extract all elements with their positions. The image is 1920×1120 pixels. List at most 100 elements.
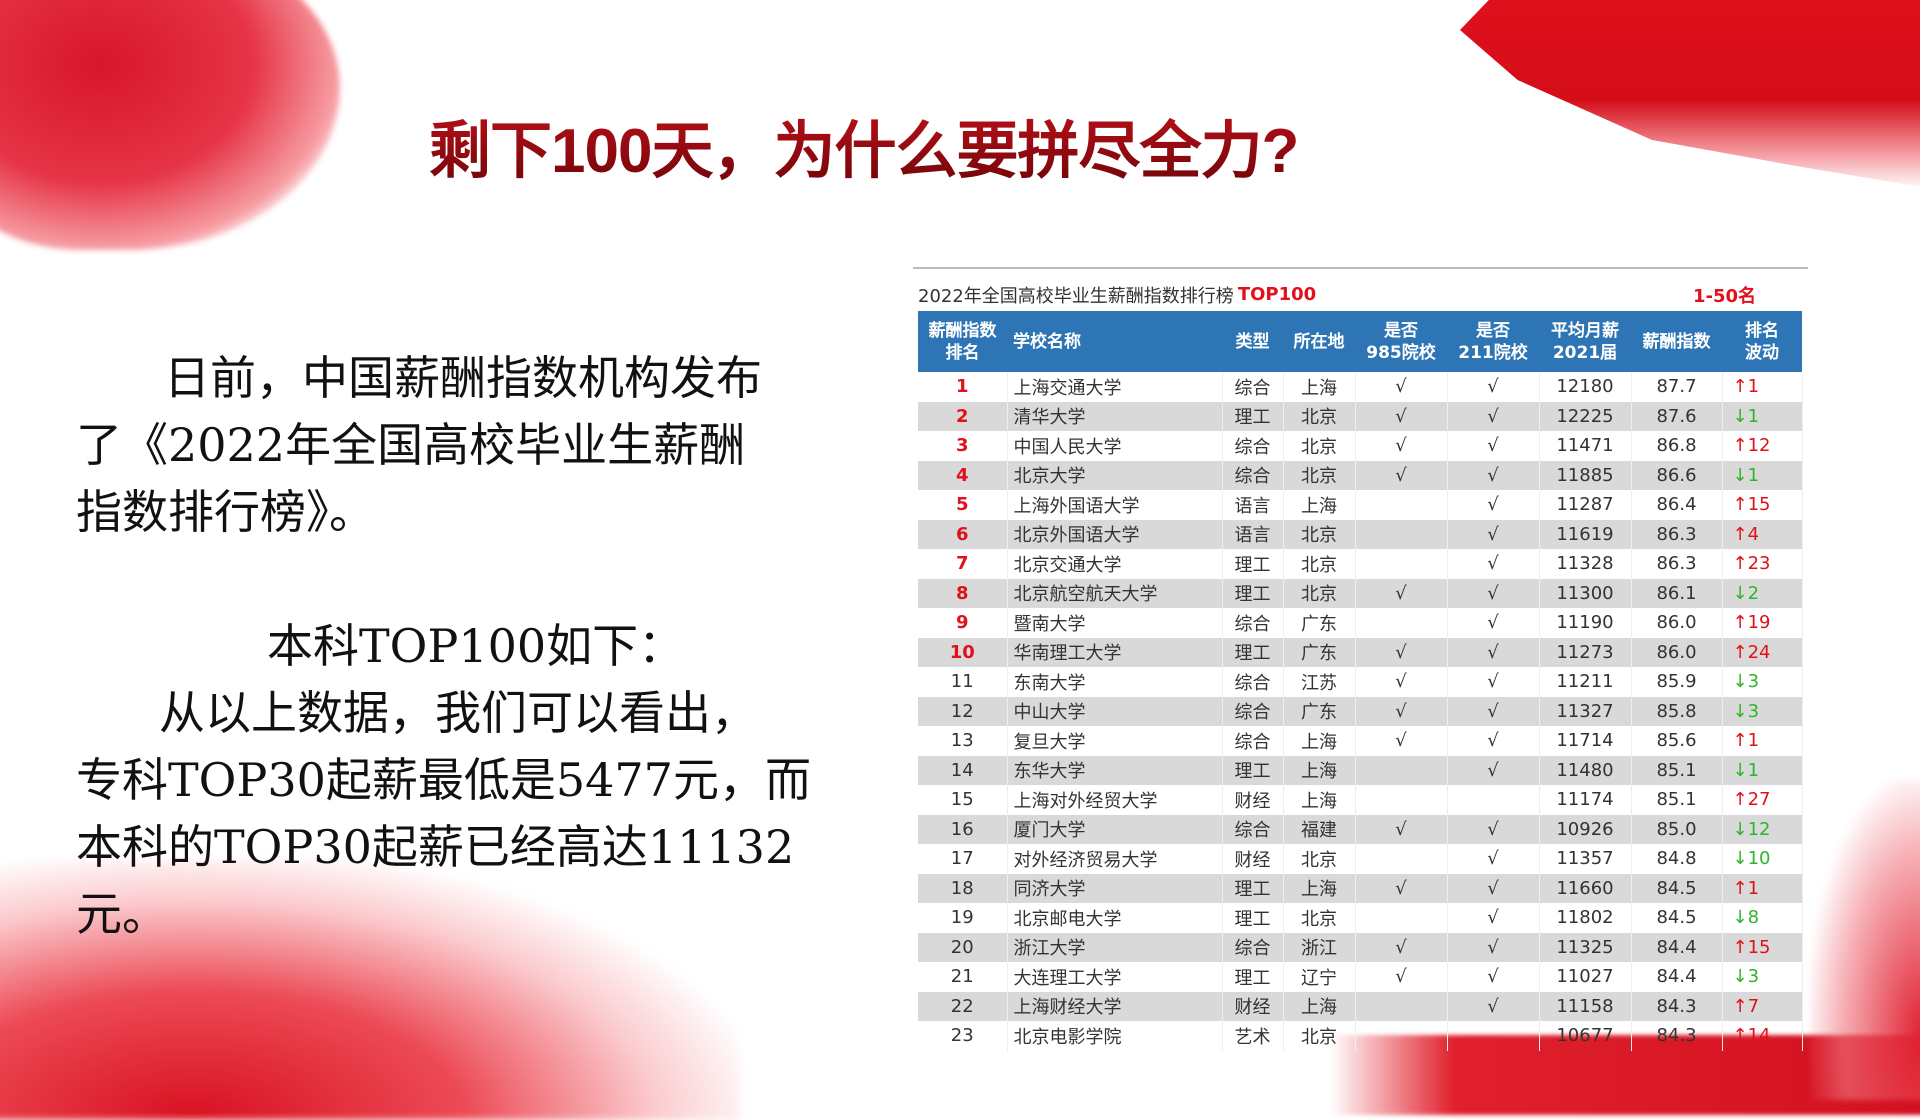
col-location-cell: 北京 <box>1283 431 1356 461</box>
rank-change-value: 1 <box>1747 405 1760 427</box>
salary-ranking-table-image: 2022年全国高校毕业生薪酬指数排行榜 TOP100 1-50名 薪酬指数 排名学… <box>913 267 1808 1054</box>
col-salary-index-cell: 85.0 <box>1631 814 1723 844</box>
col-985-cell <box>1355 608 1448 638</box>
table-row: 2 清华大学 理工 北京 √ √ 12225 87.6 ↓1 <box>918 401 1803 431</box>
col-211-cell: √ <box>1447 726 1540 756</box>
table-row: 13 复旦大学 综合 上海 √ √ 11714 85.6 ↑1 <box>918 726 1803 756</box>
col-location-cell: 辽宁 <box>1283 962 1356 992</box>
col-211-cell: √ <box>1447 372 1540 402</box>
text-line: 本科的TOP30起薪已经高达11132 <box>76 820 795 874</box>
rank-change-value: 1 <box>1747 730 1760 752</box>
table-row: 14 东华大学 理工 上海 √ 11480 85.1 ↓1 <box>918 755 1803 785</box>
col-school-name-cell: 对外经济贸易大学 <box>1007 844 1223 874</box>
col-school-name-cell: 北京大学 <box>1007 460 1223 490</box>
col-985-cell: √ <box>1355 726 1448 756</box>
col-avg-salary-cell: 11300 <box>1539 578 1632 608</box>
table-row: 18 同济大学 理工 上海 √ √ 11660 84.5 ↑1 <box>918 873 1803 903</box>
col-school-name-header: 学校名称 <box>1007 311 1222 372</box>
col-salary-index-cell: 85.8 <box>1631 696 1723 726</box>
col-rank-cell: 3 <box>918 431 1008 461</box>
col-type-cell: 理工 <box>1222 873 1284 903</box>
col-211-header: 是否 211院校 <box>1447 311 1539 372</box>
col-school-name-cell: 清华大学 <box>1007 401 1223 431</box>
table-row: 6 北京外国语大学 语言 北京 √ 11619 86.3 ↑4 <box>918 519 1803 549</box>
col-type-cell: 综合 <box>1222 932 1284 962</box>
col-school-name-cell: 华南理工大学 <box>1007 637 1223 667</box>
arrow-up-icon: ↑ <box>1732 1025 1748 1047</box>
col-salary-index-cell: 86.3 <box>1631 549 1723 579</box>
header-label: 排名 <box>945 342 980 363</box>
col-salary-index-cell: 86.1 <box>1631 578 1723 608</box>
col-985-cell: √ <box>1355 932 1448 962</box>
col-type-cell: 理工 <box>1222 755 1284 785</box>
rank-change-value: 14 <box>1747 1025 1771 1047</box>
col-school-name-cell: 暨南大学 <box>1007 608 1223 638</box>
arrow-up-icon: ↑ <box>1732 553 1748 575</box>
col-rank-change-cell: ↓3 <box>1722 962 1803 992</box>
col-location-cell: 北京 <box>1283 844 1356 874</box>
col-avg-salary-cell: 10677 <box>1539 1021 1632 1051</box>
col-location-cell: 北京 <box>1283 549 1356 579</box>
col-salary-index-cell: 86.0 <box>1631 637 1723 667</box>
col-type-cell: 综合 <box>1222 608 1284 638</box>
col-rank-change-cell: ↓1 <box>1722 401 1803 431</box>
col-avg-salary-cell: 11273 <box>1539 637 1632 667</box>
col-985-cell <box>1355 519 1448 549</box>
col-school-name-cell: 北京电影学院 <box>1007 1021 1223 1051</box>
table-row: 12 中山大学 综合 广东 √ √ 11327 85.8 ↓3 <box>918 696 1803 726</box>
col-rank-cell: 13 <box>918 726 1008 756</box>
table-range: 1-50名 <box>1693 285 1757 307</box>
col-type-cell: 理工 <box>1222 549 1284 579</box>
col-rank-change-cell: ↑12 <box>1722 431 1803 461</box>
arrow-up-icon: ↑ <box>1732 494 1748 516</box>
col-rank-cell: 6 <box>918 519 1008 549</box>
col-rank-cell: 16 <box>918 814 1008 844</box>
arrow-up-icon: ↑ <box>1732 641 1748 663</box>
rank-change-value: 1 <box>1747 877 1760 899</box>
col-rank-cell: 15 <box>918 785 1008 815</box>
col-avg-salary-cell: 12180 <box>1539 372 1632 402</box>
col-rank-cell: 8 <box>918 578 1008 608</box>
col-type-cell: 综合 <box>1222 372 1284 402</box>
header-label: 波动 <box>1745 342 1779 363</box>
col-location-cell: 浙江 <box>1283 932 1356 962</box>
table-title: 2022年全国高校毕业生薪酬指数排行榜 TOP100 1-50名 <box>918 281 1802 308</box>
col-211-cell: √ <box>1447 667 1540 697</box>
table-row: 11 东南大学 综合 江苏 √ √ 11211 85.9 ↓3 <box>918 667 1803 697</box>
col-school-name-cell: 中山大学 <box>1007 696 1223 726</box>
rank-change-value: 24 <box>1747 641 1771 663</box>
col-211-cell: √ <box>1447 755 1540 785</box>
col-985-cell: √ <box>1355 696 1448 726</box>
col-type-cell: 理工 <box>1222 903 1284 933</box>
col-rank-change-header: 排名 波动 <box>1722 311 1802 372</box>
col-avg-salary-cell: 11027 <box>1539 962 1632 992</box>
header-label: 学校名称 <box>1013 331 1081 352</box>
col-211-cell: √ <box>1447 490 1540 520</box>
col-rank-cell: 1 <box>918 372 1008 402</box>
col-211-cell: √ <box>1447 962 1540 992</box>
col-rank-change-cell: ↑15 <box>1722 932 1803 962</box>
arrow-up-icon: ↑ <box>1732 936 1748 958</box>
col-985-cell <box>1355 844 1448 874</box>
col-rank-cell: 21 <box>918 962 1008 992</box>
col-location-cell: 北京 <box>1283 578 1356 608</box>
table-row: 10 华南理工大学 理工 广东 √ √ 11273 86.0 ↑24 <box>918 637 1803 667</box>
arrow-down-icon: ↓ <box>1732 671 1748 693</box>
col-avg-salary-cell: 12225 <box>1539 401 1632 431</box>
col-985-cell: √ <box>1355 460 1448 490</box>
col-location-cell: 上海 <box>1283 726 1356 756</box>
table-row: 15 上海对外经贸大学 财经 上海 11174 85.1 ↑27 <box>918 785 1803 815</box>
text-line: 日前，中国薪酬指数机构发布 <box>164 351 762 405</box>
col-rank-cell: 22 <box>918 991 1008 1021</box>
col-985-cell: √ <box>1355 401 1448 431</box>
arrow-up-icon: ↑ <box>1732 435 1748 457</box>
header-label: 排名 <box>1745 320 1779 341</box>
table-row: 19 北京邮电大学 理工 北京 √ 11802 84.5 ↓8 <box>918 903 1803 933</box>
col-type-cell: 综合 <box>1222 696 1284 726</box>
col-rank-change-cell: ↓10 <box>1722 844 1803 874</box>
header-label: 平均月薪 <box>1551 320 1619 341</box>
col-avg-salary-cell: 11328 <box>1539 549 1632 579</box>
text-line: 本科TOP100如下： <box>267 619 685 673</box>
header-label: 所在地 <box>1293 331 1345 352</box>
rank-change-value: 12 <box>1747 818 1771 840</box>
